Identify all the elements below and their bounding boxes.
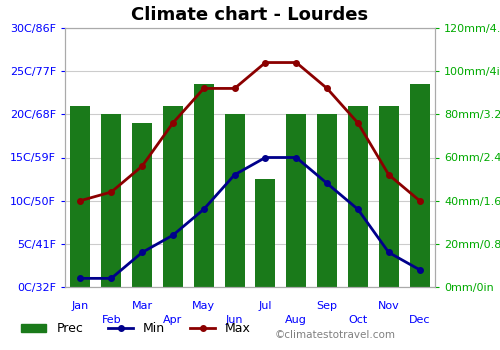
Bar <box>410 84 430 287</box>
Text: Mar: Mar <box>132 301 152 311</box>
Bar <box>163 106 183 287</box>
Bar <box>224 114 244 287</box>
Bar <box>194 84 214 287</box>
Text: Aug: Aug <box>286 315 307 325</box>
Text: Sep: Sep <box>316 301 338 311</box>
Bar <box>132 123 152 287</box>
Text: ©climatestotravel.com: ©climatestotravel.com <box>275 329 396 340</box>
Bar <box>378 106 399 287</box>
Bar <box>286 114 306 287</box>
Bar <box>317 114 337 287</box>
Bar <box>101 114 121 287</box>
Bar <box>348 106 368 287</box>
Text: May: May <box>192 301 216 311</box>
Legend: Prec, Min, Max: Prec, Min, Max <box>16 317 256 340</box>
Text: Jan: Jan <box>72 301 89 311</box>
Text: Jun: Jun <box>226 315 244 325</box>
Text: Feb: Feb <box>102 315 121 325</box>
Bar <box>256 179 276 287</box>
Text: Dec: Dec <box>409 315 430 325</box>
Text: Oct: Oct <box>348 315 368 325</box>
Text: Nov: Nov <box>378 301 400 311</box>
Bar <box>70 106 90 287</box>
Title: Climate chart - Lourdes: Climate chart - Lourdes <box>132 6 368 24</box>
Text: Jul: Jul <box>258 301 272 311</box>
Text: Apr: Apr <box>164 315 182 325</box>
